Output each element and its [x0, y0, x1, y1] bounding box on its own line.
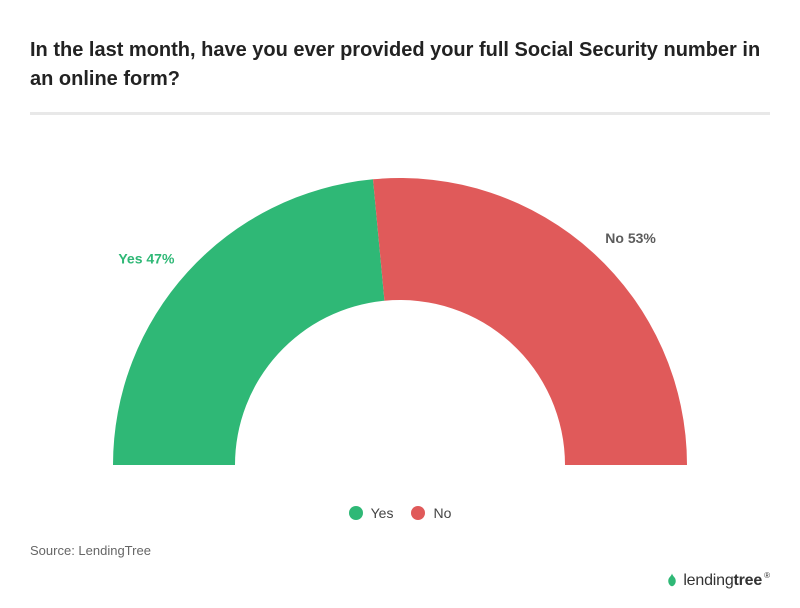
leaf-icon	[663, 572, 681, 590]
brand-logo: lendingtree ®	[663, 572, 770, 590]
legend-item-yes: Yes	[349, 505, 394, 521]
source-text: Source: LendingTree	[30, 543, 770, 558]
slice-yes	[113, 179, 384, 465]
legend-swatch-no	[411, 506, 425, 520]
legend-label-no: No	[433, 505, 451, 521]
half-donut-chart: Yes 47% No 53%	[30, 155, 770, 475]
legend-swatch-yes	[349, 506, 363, 520]
logo-text: lendingtree	[683, 572, 762, 590]
title-divider	[30, 112, 770, 115]
slice-no	[373, 178, 687, 465]
slice-label-no: No 53%	[605, 230, 656, 246]
slice-label-yes: Yes 47%	[118, 250, 175, 266]
legend-label-yes: Yes	[371, 505, 394, 521]
chart-title: In the last month, have you ever provide…	[30, 36, 770, 94]
legend-item-no: No	[411, 505, 451, 521]
registered-icon: ®	[764, 571, 770, 580]
chart-svg: Yes 47% No 53%	[30, 155, 770, 475]
legend: Yes No	[30, 505, 770, 521]
